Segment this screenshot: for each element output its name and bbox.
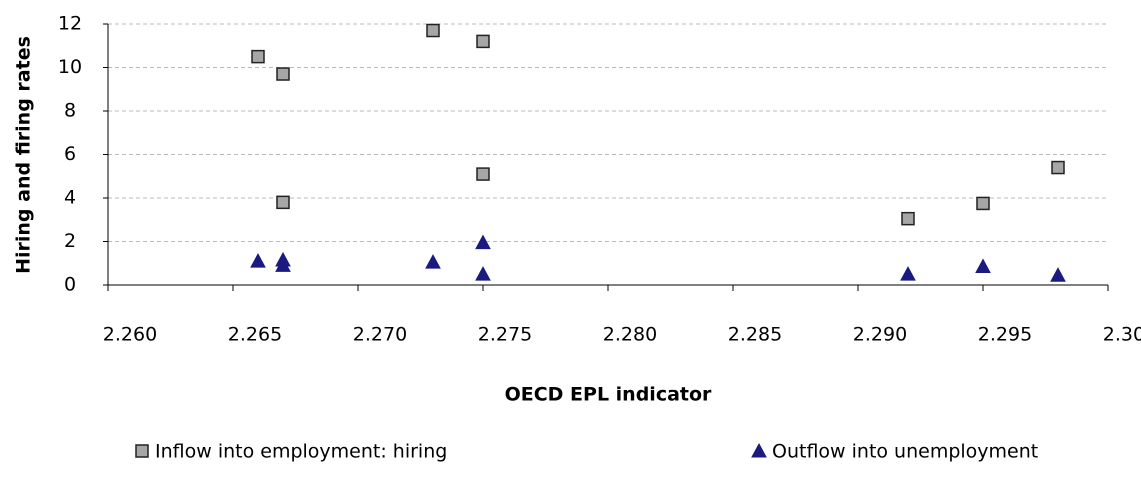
legend-label: Inflow into employment: hiring — [155, 441, 447, 463]
legend-swatch — [751, 442, 767, 458]
y-tick-label: 10 — [58, 56, 82, 78]
x-tick-label: 2.260 — [103, 324, 157, 346]
point — [901, 211, 915, 226]
x-tick-label: 2.280 — [603, 324, 657, 346]
x-axis-title: OECD EPL indicator — [505, 384, 712, 406]
x-tick-label: 2.270 — [353, 324, 407, 346]
y-tick-label: 12 — [58, 13, 82, 35]
point — [476, 34, 490, 49]
legend-swatch — [135, 444, 149, 458]
point — [425, 254, 441, 269]
point — [275, 251, 291, 267]
point — [900, 266, 916, 281]
point — [475, 266, 491, 281]
point — [976, 196, 990, 211]
x-tick-label: 2.290 — [853, 324, 907, 346]
point — [476, 167, 490, 181]
x-tick-label: 2.300 — [1103, 324, 1141, 346]
y-axis-title: Hiring and firing rates — [13, 36, 35, 274]
x-tick-label: 2.275 — [478, 324, 532, 346]
y-tick-label: 4 — [64, 187, 76, 209]
point — [276, 67, 290, 81]
point — [975, 258, 991, 274]
point — [1051, 160, 1065, 175]
x-tick-label: 2.285 — [728, 324, 782, 346]
x-tick-label: 2.265 — [228, 324, 282, 346]
point — [1050, 267, 1066, 282]
point — [426, 23, 440, 38]
y-tick-label: 0 — [64, 274, 76, 296]
x-tick-label: 2.295 — [978, 324, 1032, 346]
point — [475, 234, 491, 250]
y-tick-label: 8 — [64, 100, 76, 122]
point — [276, 195, 290, 210]
y-tick-label: 6 — [64, 143, 76, 165]
legend-label: Outflow into unemployment — [772, 441, 1038, 463]
point — [251, 49, 265, 64]
point — [250, 253, 266, 268]
y-tick-label: 2 — [64, 230, 76, 252]
